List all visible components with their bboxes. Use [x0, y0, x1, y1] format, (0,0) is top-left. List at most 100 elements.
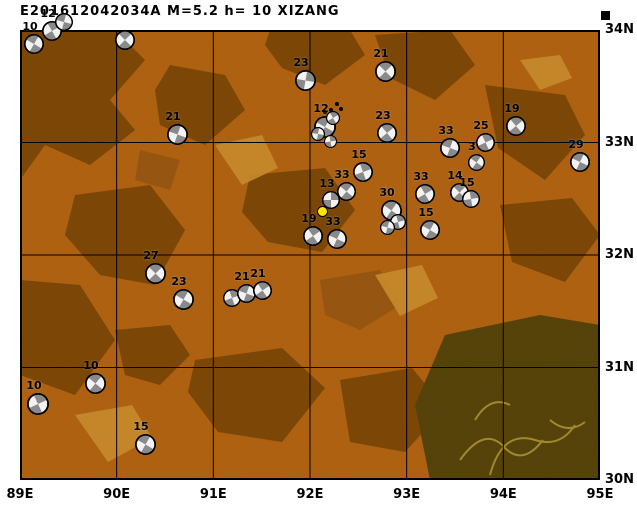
depth-label: 19	[301, 212, 317, 225]
focal-mechanism-ball	[311, 127, 325, 141]
beachball-icon	[24, 34, 44, 54]
depth-label: 12	[313, 102, 329, 115]
x-tick-label: 93E	[393, 487, 421, 502]
epicenter-dot	[323, 110, 327, 114]
depth-label: 23	[293, 55, 309, 69]
focal-mechanism-ball	[336, 181, 356, 201]
beachball-icon	[440, 138, 460, 158]
focal-mechanism-ball	[24, 34, 44, 54]
depth-label: 15	[418, 206, 434, 219]
depth-label: 23	[375, 109, 391, 122]
x-tick-label: 94E	[489, 487, 517, 502]
focal-mechanism-ball	[467, 153, 485, 171]
epicenter-dot	[329, 108, 333, 112]
focal-mechanism-ball	[570, 152, 590, 172]
terrain-map	[20, 30, 600, 480]
beachball-icon	[27, 393, 49, 415]
beachball-icon	[336, 181, 356, 201]
focal-mechanism-ball	[322, 191, 340, 209]
focal-mechanism-ball	[379, 219, 395, 235]
focal-mechanism-ball	[144, 262, 166, 284]
focal-mechanism-ball	[353, 162, 373, 182]
focal-mechanism-ball	[27, 393, 49, 415]
focal-mechanism-ball	[303, 226, 323, 246]
depth-label: 21	[250, 266, 266, 280]
x-tick-label: 95E	[586, 487, 614, 502]
beachball-icon	[570, 152, 590, 172]
depth-label: 33	[334, 167, 350, 181]
beachball-icon	[420, 220, 440, 240]
graticule-grid	[20, 30, 600, 480]
focal-mechanism-ball	[415, 184, 435, 204]
beachball-icon	[462, 190, 480, 208]
focal-mechanism-ball	[462, 190, 480, 208]
depth-label: 10	[22, 20, 38, 33]
focal-mechanism-ball	[84, 372, 106, 394]
depth-label: 21	[234, 269, 250, 283]
depth-label: 21	[373, 46, 389, 60]
beachball-icon	[311, 127, 325, 141]
focal-mechanism-ball	[440, 138, 460, 158]
beachball-icon	[144, 262, 166, 284]
depth-label: 25	[473, 118, 489, 132]
beachball-icon	[84, 372, 106, 394]
focal-mechanism-ball	[420, 220, 440, 240]
map-frame	[20, 30, 600, 480]
beachball-icon	[326, 111, 340, 125]
depth-label: 23	[171, 274, 187, 288]
focal-mechanism-ball	[134, 433, 156, 455]
focal-mechanism-ball	[326, 111, 340, 125]
beachball-icon	[236, 283, 256, 303]
focal-mechanism-ball	[252, 280, 272, 300]
y-tick-label: 32N	[605, 247, 634, 262]
focal-mechanism-ball	[374, 60, 396, 82]
beachball-icon	[323, 134, 337, 148]
map-plot-area	[20, 30, 600, 480]
depth-label: 27	[143, 248, 159, 262]
depth-label: 19	[504, 102, 520, 115]
depth-label: 30	[379, 185, 395, 199]
focal-mechanism-ball	[323, 134, 337, 148]
depth-label: 15	[351, 148, 367, 161]
beachball-icon	[115, 30, 135, 50]
focal-mechanism-ball	[172, 288, 194, 310]
depth-label: 13	[319, 177, 335, 190]
depth-label: 14	[447, 168, 463, 182]
depth-label: 21	[165, 109, 181, 123]
beachball-icon	[172, 288, 194, 310]
y-tick-label: 31N	[605, 359, 634, 375]
beachball-icon	[353, 162, 373, 182]
y-tick-label: 34N	[605, 22, 634, 37]
depth-label: 12	[40, 7, 56, 20]
depth-label: 33	[438, 124, 454, 137]
beachball-icon	[322, 191, 340, 209]
focal-mechanism-ball	[166, 123, 188, 145]
beachball-icon	[475, 132, 495, 152]
corner-marker	[601, 11, 610, 20]
plot-title: E201612042034A M=5.2 h= 10 XIZANG	[20, 4, 340, 19]
y-tick-label: 30N	[605, 472, 634, 487]
x-tick-label: 90E	[103, 487, 131, 502]
x-tick-label: 92E	[296, 487, 324, 502]
focal-mechanism-ball	[55, 13, 73, 31]
beachball-icon	[377, 123, 397, 143]
epicenter-dot	[335, 102, 339, 106]
beachball-icon	[252, 280, 272, 300]
focal-mechanism-ball	[327, 229, 347, 249]
beachball-icon	[506, 116, 526, 136]
mainshock-marker	[317, 206, 328, 217]
beachball-icon	[166, 123, 188, 145]
focal-mechanism-ball	[475, 132, 495, 152]
depth-label: 3	[468, 139, 476, 153]
depth-label: 15	[459, 176, 475, 189]
depth-label: 33	[325, 215, 341, 228]
focal-mechanism-ball	[294, 69, 316, 91]
y-tick-label: 33N	[605, 134, 634, 150]
beachball-icon	[55, 13, 73, 31]
depth-label: 10	[83, 358, 99, 372]
beachball-icon	[134, 433, 156, 455]
focal-mechanism-ball	[506, 116, 526, 136]
focal-mechanism-ball	[377, 123, 397, 143]
epicenter-dot	[339, 107, 343, 111]
